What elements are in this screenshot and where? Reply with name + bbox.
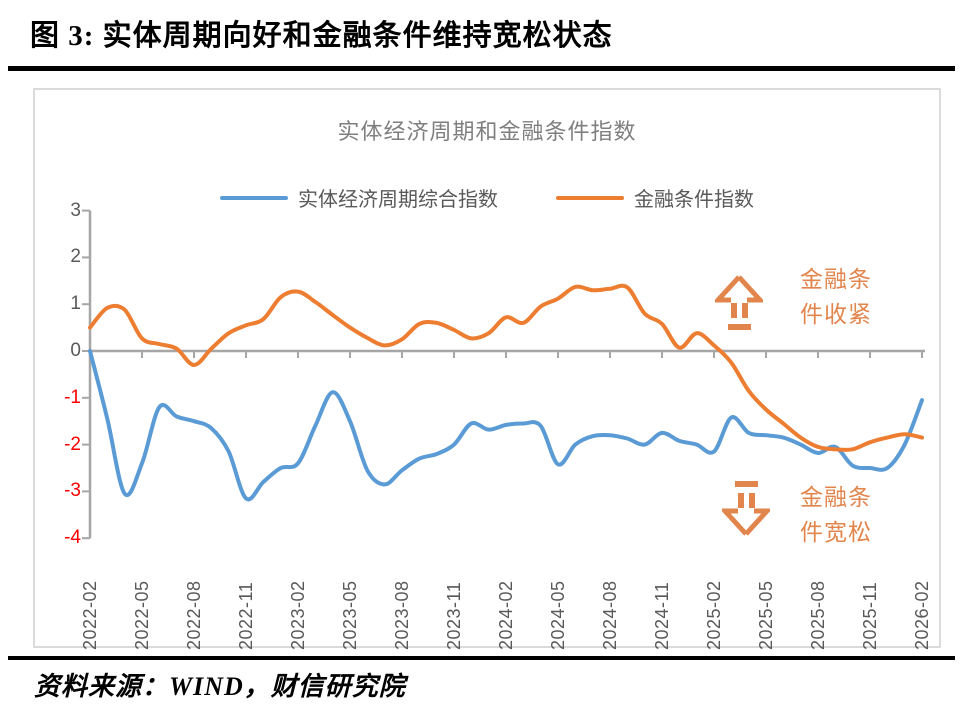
source-note: 资料来源：WIND，财信研究院 (34, 672, 406, 701)
plot-area (82, 209, 925, 540)
x-tick-label: 2022-02 (80, 580, 100, 650)
x-tick-label: 2022-11 (236, 581, 256, 650)
legend-label: 金融条件指数 (634, 189, 754, 211)
legend-line-swatch (220, 195, 288, 200)
y-tick-label: 0 (70, 340, 81, 361)
chart-container: 实体经济周期和金融条件指数 实体经济周期综合指数 金融条件指数 3 2 1 0 -1 -2 -… (33, 88, 941, 650)
x-tick-label: 2024-08 (600, 580, 620, 650)
y-tick-label: -1 (64, 386, 81, 408)
caption-divider (8, 66, 955, 71)
chart-legend: 实体经济周期综合指数 金融条件指数 (35, 183, 939, 212)
series-line-0 (88, 349, 924, 502)
x-tick-label: 2024-11 (652, 581, 672, 650)
x-tick-label: 2022-05 (132, 580, 152, 650)
x-tick-label: 2025-02 (704, 580, 724, 650)
footer-divider (8, 656, 955, 660)
x-tick-label: 2025-08 (808, 580, 828, 650)
figure-caption: 图 3: 实体周期向好和金融条件维持宽松状态 (30, 20, 613, 52)
y-tick-label: 1 (70, 293, 81, 315)
legend-item: 金融条件指数 (556, 183, 754, 212)
x-tick-label: 2023-08 (392, 580, 412, 650)
y-tick-label: -3 (64, 480, 81, 502)
y-tick-label: 3 (70, 199, 81, 221)
x-tick-label: 2022-08 (184, 580, 204, 650)
legend-line-swatch (556, 195, 624, 200)
legend-item: 实体经济周期综合指数 (220, 183, 498, 212)
series-line-1 (88, 283, 924, 452)
chart-title: 实体经济周期和金融条件指数 (337, 119, 637, 144)
annotation-loosen: 金融条 件宽松 (800, 484, 872, 545)
y-tick-label: 2 (70, 246, 81, 268)
x-tick-label: 2024-02 (496, 580, 516, 650)
x-tick-label: 2023-11 (444, 581, 464, 650)
y-tick-label: -2 (64, 433, 81, 455)
x-tick-label: 2026-02 (912, 580, 932, 650)
annotation-tighten: 金融条 件收紧 (800, 266, 872, 327)
x-tick-label: 2025-11 (860, 581, 880, 650)
down-arrow-icon (722, 481, 770, 536)
up-arrow-icon (715, 275, 763, 330)
x-tick-label: 2024-05 (548, 580, 568, 650)
x-tick-label: 2025-05 (756, 580, 776, 650)
legend-label: 实体经济周期综合指数 (298, 189, 498, 211)
y-tick-label: -4 (64, 527, 81, 549)
x-tick-label: 2023-02 (288, 580, 308, 650)
x-tick-label: 2023-05 (340, 580, 360, 650)
